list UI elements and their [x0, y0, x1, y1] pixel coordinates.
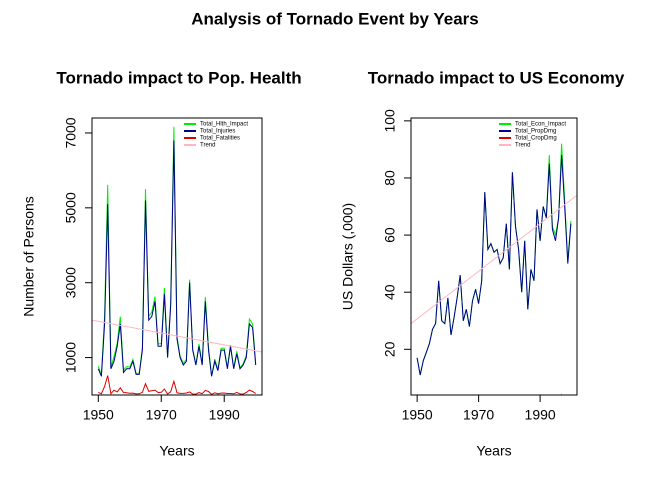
- y-tick-label: 1000: [63, 342, 79, 373]
- legend-label: Total_CropDmg: [515, 136, 557, 142]
- series-line: [98, 375, 256, 395]
- x-tick-label: 1950: [83, 407, 114, 423]
- plot-frame: [91, 117, 263, 396]
- legend-label: Trend: [200, 143, 215, 149]
- y-tick-label: 100: [382, 109, 398, 133]
- y-tick-label: 7000: [63, 117, 79, 148]
- series-line: [92, 319, 262, 353]
- legend-label: Total_Econ_Impact: [515, 122, 566, 128]
- x-tick-label: 1990: [209, 407, 240, 423]
- x-tick-label: 1990: [525, 407, 556, 423]
- chart-title: Tornado impact to US Economy: [368, 68, 625, 87]
- y-tick-label: 3000: [63, 267, 79, 298]
- chart-title: Tornado impact to Pop. Health: [56, 68, 301, 87]
- y-tick-label: 60: [382, 227, 398, 243]
- series-line: [561, 393, 563, 395]
- legend-label: Total_Injuries: [200, 129, 235, 135]
- y-axis-label: Number of Persons: [21, 196, 37, 317]
- x-tick-label: 1970: [146, 407, 177, 423]
- legend-label: Total_Fatalities: [200, 136, 240, 142]
- y-axis-label: US Dollars (,000): [340, 203, 356, 310]
- y-tick-label: 20: [382, 341, 398, 357]
- series-line: [416, 155, 572, 376]
- legend-label: Total_Hlth_Impact: [200, 122, 248, 128]
- series-line: [411, 194, 577, 324]
- x-tick-label: 1970: [463, 407, 494, 423]
- series-line: [97, 140, 257, 377]
- y-tick-label: 5000: [63, 192, 79, 223]
- x-tick-label: 1950: [402, 407, 433, 423]
- legend-label: Trend: [515, 143, 530, 149]
- plot-frame: [410, 117, 578, 396]
- legend-label: Total_PropDmg: [515, 129, 556, 135]
- y-tick-label: 40: [382, 284, 398, 300]
- y-tick-label: 80: [382, 170, 398, 186]
- x-axis-label: Years: [476, 443, 511, 459]
- x-axis-label: Years: [159, 443, 194, 459]
- figure-title: Analysis of Tornado Event by Years: [191, 9, 479, 28]
